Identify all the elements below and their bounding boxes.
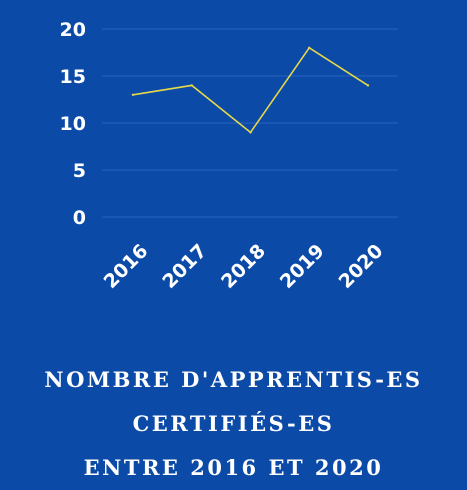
data-point-2020 — [366, 84, 370, 87]
x-tick-label: 2017 — [158, 240, 211, 293]
data-point-2016 — [131, 93, 135, 97]
chart-title-line-3: ENTRE 2016 ET 2020 — [83, 455, 384, 480]
y-tick-label: 15 — [60, 66, 86, 88]
x-tick-label: 2016 — [100, 240, 153, 293]
y-tick-label: 0 — [73, 207, 86, 229]
chart-title-line-1: NOMBRE D'APPRENTIS-ES — [44, 367, 423, 392]
data-series — [131, 46, 370, 134]
x-tick-label: 2019 — [276, 240, 329, 293]
y-tick-label: 5 — [73, 160, 86, 182]
series-line — [132, 46, 369, 134]
data-point-2017 — [190, 84, 193, 87]
data-point-2019 — [308, 46, 311, 49]
x-axis-ticks: 2016 2017 2018 2019 2020 — [100, 240, 388, 293]
x-tick-label: 2018 — [217, 240, 270, 293]
x-tick-label: 2020 — [335, 240, 388, 293]
y-tick-label: 20 — [60, 19, 86, 41]
chart-title: NOMBRE D'APPRENTIS-ES CERTIFIÉS-ES ENTRE… — [0, 358, 467, 490]
y-axis-ticks: 0 5 10 15 20 — [60, 19, 86, 229]
chart-title-line-2: CERTIFIÉS-ES — [132, 411, 335, 436]
data-point-2018 — [249, 131, 252, 134]
gridlines — [102, 28, 398, 218]
y-tick-label: 10 — [60, 113, 86, 135]
chart-card: 0 5 10 15 20 2016 2017 2018 2019 2020 NOMBRE D'A… — [44, 19, 421, 480]
line-chart: 0 5 10 15 20 2016 2017 2018 2019 2020 — [60, 19, 398, 293]
